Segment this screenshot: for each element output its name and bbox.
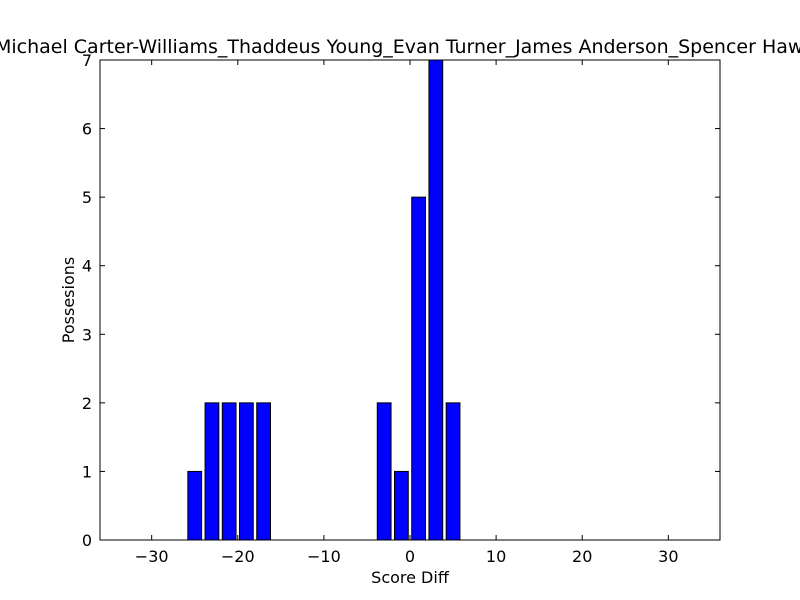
y-tick-label: 4 xyxy=(82,257,92,276)
y-tick-label: 5 xyxy=(82,188,92,207)
bar-5 xyxy=(445,402,461,541)
x-tick-label: 30 xyxy=(658,547,678,566)
bar-1 xyxy=(411,196,427,541)
y-axis-label: Possesions xyxy=(59,257,78,343)
x-axis-label: Score Diff xyxy=(371,568,450,587)
bar--23 xyxy=(204,402,220,541)
y-tick-label: 0 xyxy=(82,531,92,550)
x-tick-label: −30 xyxy=(135,547,169,566)
chart-title: Michael Carter-Williams_Thaddeus Young_E… xyxy=(0,36,800,58)
bar--19 xyxy=(239,402,254,541)
x-tick-label: −10 xyxy=(307,547,341,566)
x-tick-label: −20 xyxy=(221,547,255,566)
bar--25 xyxy=(187,470,203,541)
bar--1 xyxy=(394,470,409,541)
bars-layer xyxy=(187,59,461,541)
y-tick-label: 6 xyxy=(82,120,92,139)
x-tick-label: 20 xyxy=(572,547,592,566)
y-tick-label: 1 xyxy=(82,462,92,481)
y-tick-label: 7 xyxy=(82,51,92,70)
bar--3 xyxy=(376,402,392,541)
x-tick-label: 0 xyxy=(405,547,415,566)
bar-3 xyxy=(428,59,444,541)
bar--17 xyxy=(256,402,272,541)
bar--21 xyxy=(221,402,237,541)
labels-layer: −30 −20 −10 0 10 20 30 0 1 2 3 4 5 6 7 xyxy=(82,51,679,566)
y-tick-label: 2 xyxy=(82,394,92,413)
x-tick-label: 10 xyxy=(486,547,506,566)
plot-frame xyxy=(99,59,721,541)
y-tick-label: 3 xyxy=(82,325,92,344)
ticks-layer xyxy=(100,59,720,541)
